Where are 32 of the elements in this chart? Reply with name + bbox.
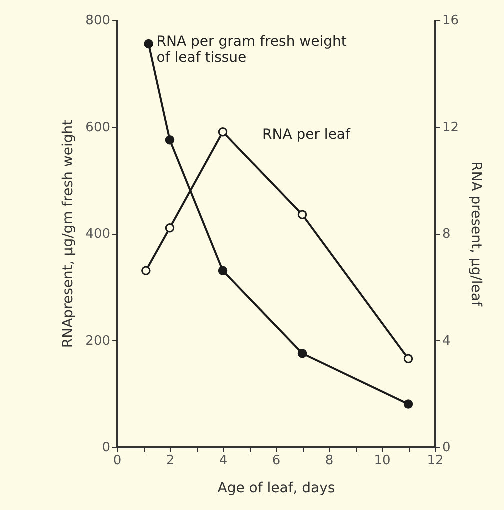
- point: [218, 127, 228, 137]
- y-tick-label: 400: [86, 227, 110, 242]
- point: [218, 266, 228, 276]
- point: [404, 400, 414, 409]
- y2-tick-label: 4: [442, 334, 451, 349]
- x-tick-label: 10: [374, 454, 391, 468]
- y-tick-label: 600: [86, 120, 110, 136]
- point: [298, 348, 308, 358]
- y-tick-label: 200: [86, 334, 110, 349]
- point: [298, 210, 308, 220]
- x-tick-label: 0: [113, 454, 122, 468]
- point: [165, 224, 175, 233]
- x-axis-title: Age of leaf, days: [218, 480, 336, 496]
- point: [144, 39, 154, 49]
- x-tick-label: 8: [325, 454, 334, 468]
- y2-tick-label: 8: [442, 227, 451, 242]
- point: [404, 354, 414, 364]
- y2-tick-label: 16: [442, 14, 460, 28]
- y2-axis-title: RNA present, μg/leaf: [468, 162, 484, 308]
- series-label: RNA per leaf: [262, 126, 352, 143]
- x-tick-label: 4: [219, 454, 228, 468]
- y-tick-label: 0: [102, 440, 110, 456]
- series-label: RNA per gram fresh weight of leaf tissue: [156, 34, 348, 66]
- point: [142, 266, 151, 276]
- x-tick-label: 2: [166, 454, 175, 468]
- y-tick-label: 800: [86, 14, 110, 28]
- y2-tick-label: 0: [442, 440, 451, 456]
- point: [165, 135, 175, 145]
- y-axis-title: RNApresent, μg/gm fresh weight: [60, 119, 77, 348]
- x-tick-label: 6: [272, 454, 281, 468]
- y2-tick-label: 12: [442, 120, 460, 136]
- x-tick-label: 12: [427, 454, 444, 468]
